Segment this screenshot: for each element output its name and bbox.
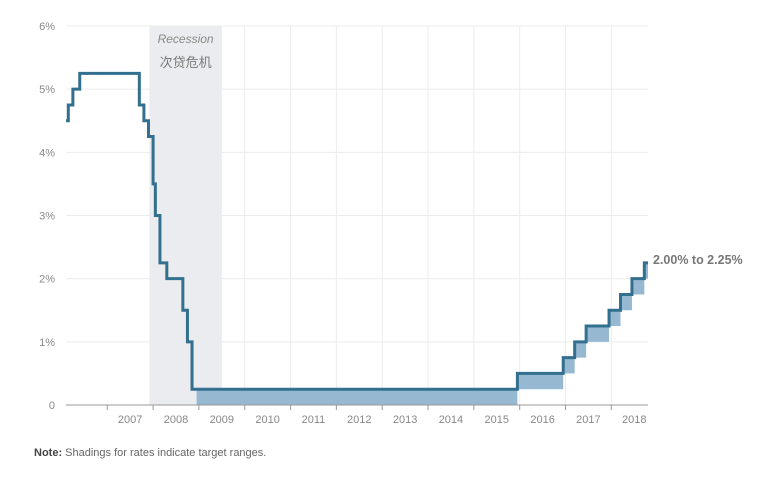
y-tick-label: 2% — [39, 274, 55, 286]
target-range-band — [620, 294, 632, 311]
note-text: Shadings for rates indicate target range… — [65, 447, 267, 459]
target-range-band — [644, 262, 648, 279]
note-label: Note: — [34, 447, 63, 459]
y-tick-label: 6% — [39, 21, 55, 33]
chart-note: Note: Shadings for rates indicate target… — [34, 447, 266, 459]
x-tick-label: 2012 — [347, 414, 371, 426]
y-tick-label: 3% — [39, 211, 55, 223]
x-tick-label: 2008 — [164, 414, 188, 426]
y-tick-label: 5% — [39, 84, 55, 96]
rate-step-line — [66, 71, 648, 391]
x-tick-label: 2017 — [576, 414, 600, 426]
target-range-band — [563, 357, 575, 374]
target-range-band — [609, 310, 621, 327]
target-range-band — [631, 278, 645, 295]
target-range-band — [196, 389, 518, 405]
x-tick-label: 2009 — [210, 414, 234, 426]
recession-label: Recession — [158, 32, 214, 46]
recession-sublabel: 次贷危机 — [160, 55, 212, 71]
x-tick-label: 2016 — [530, 414, 554, 426]
x-tick-label: 2011 — [302, 414, 326, 426]
end-label: 2.00% to 2.25% — [653, 253, 743, 267]
x-tick-label: 2014 — [439, 414, 463, 426]
x-tick-label: 2015 — [485, 414, 509, 426]
y-tick-label: 4% — [39, 147, 55, 159]
target-range-band — [586, 326, 610, 342]
axes: 0 1% 2% 3% 4% 5% 6% 2007 2008 2009 2010 2011 2012 201… — [39, 21, 648, 426]
y-tick-label: 0 — [49, 400, 55, 412]
target-range-shading — [196, 262, 648, 405]
target-range-band — [574, 341, 587, 358]
x-tick-label: 2007 — [118, 414, 142, 426]
recession-band — [149, 26, 222, 405]
y-tick-label: 1% — [39, 337, 55, 349]
x-tick-label: 2018 — [622, 414, 646, 426]
x-tick-label: 2013 — [393, 414, 417, 426]
target-range-band — [517, 373, 564, 390]
x-tick-label: 2010 — [255, 414, 279, 426]
